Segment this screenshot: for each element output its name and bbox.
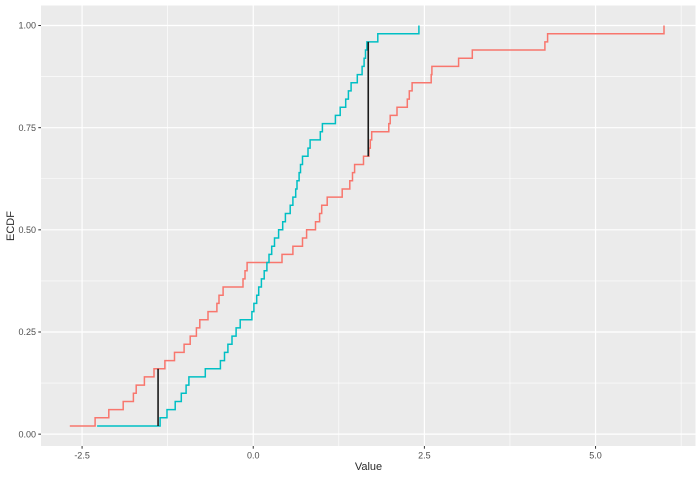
svg-text:0.50: 0.50	[18, 225, 36, 235]
axis-tick-marks	[38, 25, 597, 449]
y-axis-title: ECDF	[5, 211, 17, 241]
ecdf-step-line-cyan	[97, 25, 420, 427]
svg-text:0.00: 0.00	[18, 429, 36, 439]
minor-gridlines	[41, 5, 696, 446]
svg-text:0.75: 0.75	[18, 123, 36, 133]
ecdf-step-line-red	[69, 25, 665, 427]
y-axis-tick-labels: 0.00 0.25 0.50 0.75 1.00	[18, 21, 36, 440]
svg-text:5.0: 5.0	[589, 451, 602, 461]
major-gridlines	[41, 5, 696, 446]
x-axis-title: Value	[354, 461, 383, 473]
svg-text:-2.5: -2.5	[74, 451, 90, 461]
svg-text:0.0: 0.0	[247, 451, 260, 461]
svg-text:2.5: 2.5	[418, 451, 431, 461]
svg-text:1.00: 1.00	[18, 21, 36, 31]
x-axis-tick-labels: -2.5 0.0 2.5 5.0	[74, 451, 601, 461]
svg-text:0.25: 0.25	[18, 327, 36, 337]
